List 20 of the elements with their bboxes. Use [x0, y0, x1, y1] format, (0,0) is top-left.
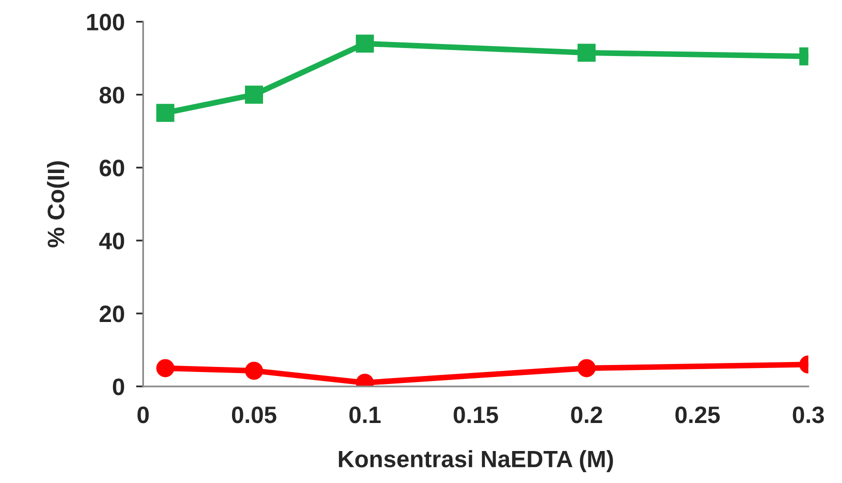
- y-tick-label: 0: [112, 378, 124, 396]
- x-tick-label: 0.1: [349, 406, 381, 424]
- x-tick-label: 0.3: [792, 406, 824, 424]
- y-tick-label: 60: [100, 160, 124, 176]
- x-tick-label: 0.15: [454, 406, 498, 424]
- point: [244, 86, 264, 104]
- point: [244, 362, 264, 380]
- y-tick-label: 80: [100, 86, 124, 104]
- x-tick-label: 0.2: [571, 406, 602, 424]
- point: [156, 359, 174, 378]
- y-axis-title: % Co(II): [47, 161, 70, 248]
- x-tick-label: 0.05: [232, 406, 276, 424]
- x-tick-label: 0: [138, 406, 149, 424]
- y-tick-label: 20: [100, 306, 124, 322]
- y-tick-label: 40: [99, 232, 124, 250]
- x-axis-title: Konsentrasi NaEDTA (M): [338, 450, 613, 472]
- x-tick-label: 0.25: [675, 406, 720, 424]
- point: [156, 104, 174, 122]
- point: [356, 34, 374, 53]
- y-tick-label: 100: [87, 14, 124, 31]
